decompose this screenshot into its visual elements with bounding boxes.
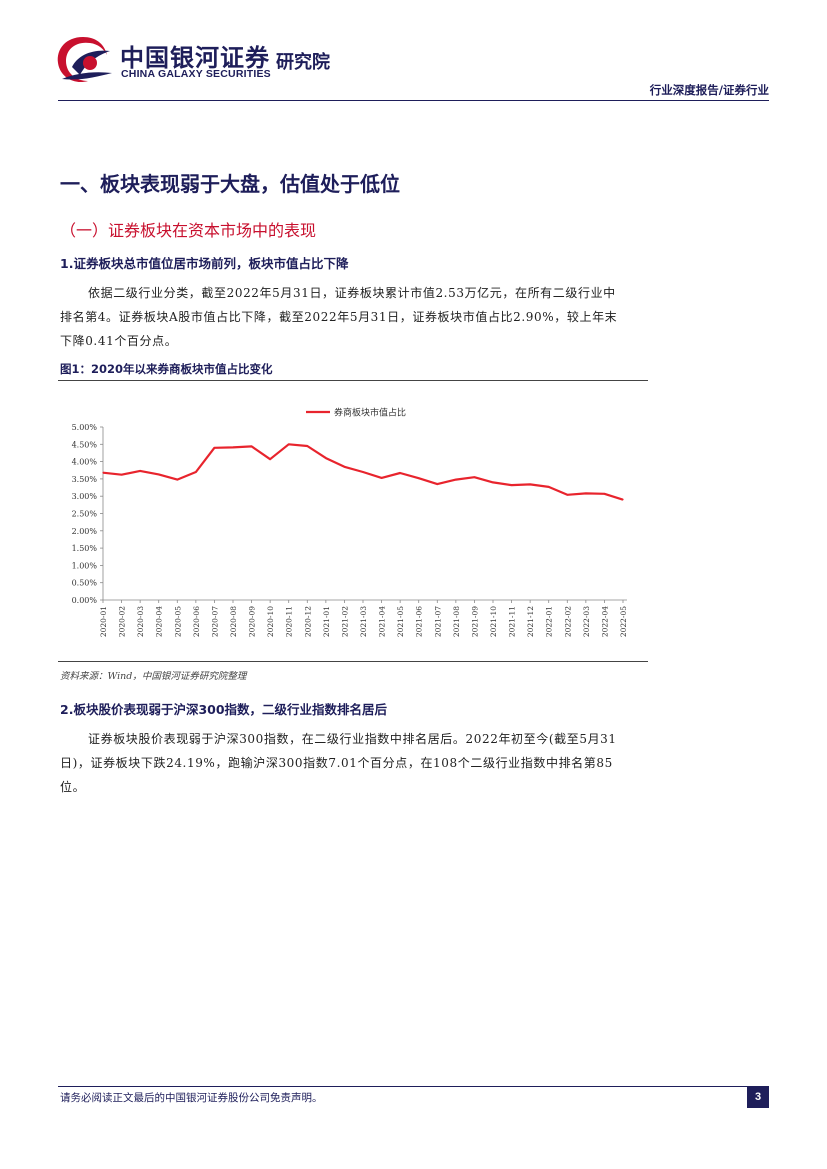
x-tick-label: 2020-04 [155, 606, 164, 637]
data-point [473, 476, 476, 478]
data-point [158, 473, 160, 476]
y-tick-label: 2.50% [72, 510, 98, 519]
x-tick-label: 2020-03 [136, 606, 145, 637]
y-tick-label: 4.00% [72, 458, 98, 467]
x-tick-label: 2021-04 [378, 606, 387, 637]
data-point [325, 457, 327, 459]
y-tick-label: 0.00% [72, 596, 98, 605]
x-tick-label: 2020-07 [210, 606, 219, 637]
data-point [362, 471, 364, 473]
y-tick-label: 4.50% [72, 440, 98, 449]
data-point [195, 471, 197, 473]
paragraph-1: 依据二级行业分类，截至2022年5月31日，证券板块累计市值2.53万亿元，在所… [60, 286, 618, 348]
chart-legend: 券商板块市值占比 [306, 407, 406, 419]
x-tick-label: 2021-06 [415, 606, 424, 637]
x-tick-label: 2021-02 [340, 606, 349, 637]
paragraph-2: 证券板块股价表现弱于沪深300指数，在二级行业指数中排名居后。2022年初至今(… [60, 732, 617, 794]
y-tick-label: 3.00% [72, 492, 98, 501]
data-point [102, 472, 104, 474]
x-tick-label: 2020-05 [173, 606, 182, 637]
x-tick-label: 2021-05 [396, 606, 405, 637]
y-tick-label: 1.00% [72, 561, 98, 570]
x-tick-label: 2022-05 [619, 606, 628, 637]
x-tick-label: 2020-12 [303, 606, 312, 637]
figure-source: 资料来源：Wind，中国银河证券研究院整理 [60, 671, 247, 682]
figure-title: 图1：2020年以来券商板块市值占比变化 [60, 362, 273, 376]
x-tick-label: 2021-01 [322, 606, 331, 637]
footer-disclaimer: 请务必阅读正文最后的中国银河证券股份公司免责声明。 [60, 1092, 323, 1104]
data-point [399, 472, 401, 474]
subsection-heading: （一）证券板块在资本市场中的表现 [60, 221, 317, 240]
x-tick-label: 2020-06 [192, 606, 201, 637]
x-tick-label: 2022-04 [600, 606, 609, 637]
data-point [566, 494, 568, 496]
x-tick-label: 2021-08 [452, 606, 461, 637]
y-tick-label: 2.00% [72, 527, 98, 536]
data-point [176, 478, 178, 481]
header-divider [58, 100, 769, 101]
data-point [120, 474, 123, 476]
x-tick-label: 2021-11 [508, 606, 517, 637]
data-point [418, 477, 420, 479]
x-tick-label: 2020-02 [118, 606, 127, 637]
figure-top-rule [58, 380, 648, 381]
data-point [548, 486, 550, 488]
x-tick-label: 2020-10 [266, 606, 275, 637]
x-tick-label: 2021-10 [489, 606, 498, 637]
x-tick-label: 2021-12 [526, 606, 535, 637]
report-type: 行业深度报告/证券行业 [649, 83, 769, 97]
figure-bottom-rule [58, 661, 648, 662]
institute-label: 研究院 [276, 52, 330, 73]
y-tick-label: 0.50% [72, 579, 98, 588]
data-point [213, 447, 216, 449]
data-point [380, 477, 383, 479]
series-layer [102, 443, 624, 501]
data-point [288, 443, 290, 445]
x-tick-label: 2021-07 [433, 606, 442, 637]
x-tick-label: 2020-09 [248, 606, 257, 637]
footer-divider [58, 1086, 769, 1087]
x-tick-label: 2022-02 [563, 606, 572, 637]
galaxy-logo-icon [57, 37, 112, 83]
data-point [622, 499, 624, 501]
x-tick-label: 2022-01 [545, 606, 554, 637]
data-point [492, 481, 494, 483]
data-point [306, 445, 308, 447]
x-tick-label: 2020-11 [285, 606, 294, 637]
data-point [232, 446, 234, 449]
data-point [510, 484, 513, 486]
x-tick-label: 2021-09 [470, 606, 479, 637]
point-heading-2: 2.板块股价表现弱于沪深300指数，二级行业指数排名居后 [60, 702, 388, 717]
y-tick-label: 1.50% [72, 544, 98, 553]
data-point [343, 466, 346, 468]
x-tick-label: 2021-03 [359, 606, 368, 637]
page-number: 3 [747, 1086, 769, 1108]
data-point [529, 483, 531, 486]
x-axis: 2020-01 2020-02 2020-03 2020-04 2020-05 2020-… [99, 599, 628, 637]
x-tick-label: 2020-08 [229, 606, 238, 637]
market-share-chart: 券商板块市值占比 0.00% 0.50% 1.00% 1.50% 2.00% 2.50% 3… [72, 407, 628, 638]
section-heading: 一、板块表现弱于大盘，估值处于低位 [60, 172, 400, 196]
brand-name-cn: 中国银河证券 [120, 44, 270, 72]
y-tick-label: 3.50% [72, 475, 98, 484]
data-point [455, 478, 457, 481]
data-point [585, 492, 587, 495]
data-point [603, 493, 606, 495]
data-point [269, 458, 271, 460]
legend-label: 券商板块市值占比 [334, 407, 406, 419]
y-axis: 0.00% 0.50% 1.00% 1.50% 2.00% 2.50% 3.00% 3.50%… [72, 423, 104, 605]
x-tick-label: 2022-03 [582, 606, 591, 637]
x-tick-label: 2020-01 [99, 606, 108, 637]
data-point [436, 483, 438, 485]
data-point [139, 470, 141, 472]
data-point [250, 445, 253, 447]
brand-name-en: CHINA GALAXY SECURITIES [121, 68, 271, 80]
y-tick-label: 5.00% [72, 423, 98, 432]
point-heading-1: 1.证券板块总市值位居市场前列，板块市值占比下降 [60, 256, 349, 271]
